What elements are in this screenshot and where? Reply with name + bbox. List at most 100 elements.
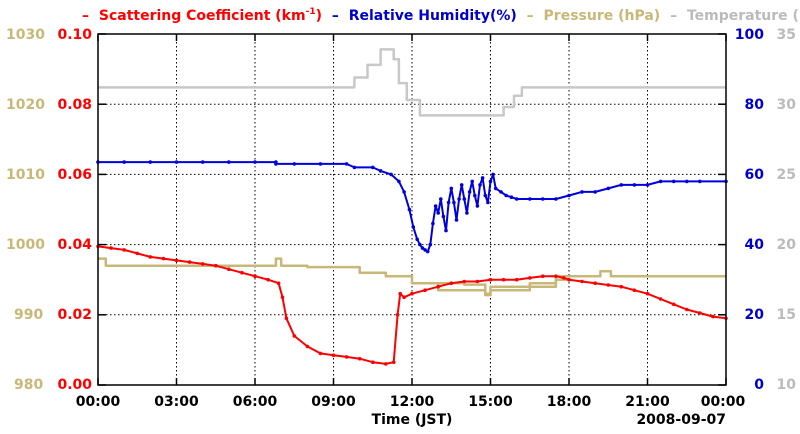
data-point-relative-humidity xyxy=(274,162,278,166)
data-point-relative-humidity xyxy=(645,183,650,187)
data-point-scattering-coefficient xyxy=(122,248,126,252)
temperature-tick-label: 15 xyxy=(777,307,796,323)
data-point-relative-humidity xyxy=(446,200,451,205)
data-point-relative-humidity xyxy=(200,160,205,164)
data-point-scattering-coefficient xyxy=(187,260,192,264)
data-point-relative-humidity xyxy=(444,228,448,233)
data-point-relative-humidity xyxy=(554,197,558,201)
series-layer xyxy=(96,48,728,366)
data-point-relative-humidity xyxy=(425,249,430,254)
data-point-relative-humidity xyxy=(318,162,323,166)
data-point-relative-humidity xyxy=(499,190,503,194)
series-line-pressure xyxy=(98,257,726,295)
legend: – Scattering Coefficient (km-1) – Relati… xyxy=(82,7,800,24)
data-point-scattering-coefficient xyxy=(371,360,375,365)
data-point-relative-humidity xyxy=(658,179,663,184)
temperature-tick-label: 35 xyxy=(777,27,796,43)
data-point-relative-humidity xyxy=(452,200,456,205)
data-point-scattering-coefficient xyxy=(514,277,519,282)
pressure-tick-label: 1030 xyxy=(6,27,45,43)
data-point-scattering-coefficient xyxy=(240,270,244,275)
temperature-axis: 35 30 25 20 15 10 xyxy=(777,27,797,393)
data-point-relative-humidity xyxy=(567,193,571,198)
data-point-relative-humidity xyxy=(470,179,475,184)
data-point-relative-humidity xyxy=(465,211,469,215)
pressure-tick-label: 980 xyxy=(14,377,43,393)
temperature-tick-label: 25 xyxy=(777,167,796,183)
temperature-tick-label: 10 xyxy=(777,377,797,393)
data-point-scattering-coefficient xyxy=(402,295,406,300)
data-point-relative-humidity xyxy=(352,165,357,170)
legend-humidity: Relative Humidity(%) xyxy=(349,8,517,24)
humidity-tick-label: 0 xyxy=(754,377,764,393)
data-point-relative-humidity xyxy=(344,162,349,166)
data-point-scattering-coefficient xyxy=(227,267,231,272)
data-point-relative-humidity xyxy=(433,204,438,208)
data-point-scattering-coefficient xyxy=(619,284,624,289)
data-point-relative-humidity xyxy=(148,160,153,164)
data-point-relative-humidity xyxy=(436,211,441,215)
data-point-relative-humidity xyxy=(671,179,676,184)
data-point-relative-humidity xyxy=(378,169,383,173)
data-point-scattering-coefficient xyxy=(658,297,663,301)
pressure-tick-label: 990 xyxy=(14,307,43,323)
data-point-relative-humidity xyxy=(483,193,488,198)
data-point-relative-humidity xyxy=(698,179,702,184)
data-point-relative-humidity xyxy=(397,179,401,184)
data-point-scattering-coefficient xyxy=(645,291,650,296)
data-point-relative-humidity xyxy=(580,190,584,194)
scattering-tick-label: 0.02 xyxy=(57,307,92,323)
x-tick-label: 21:00 xyxy=(625,394,670,410)
x-tick-label: 03:00 xyxy=(154,394,199,410)
data-point-scattering-coefficient xyxy=(253,274,257,279)
data-point-relative-humidity xyxy=(462,197,467,201)
data-point-relative-humidity xyxy=(457,197,461,201)
scattering-tick-label: 0.08 xyxy=(57,97,92,113)
legend-temperature: Temperature ( xyxy=(687,8,799,24)
data-point-relative-humidity xyxy=(441,214,446,219)
legend-scattering-sup: -1 xyxy=(306,7,316,17)
data-point-scattering-coefficient xyxy=(632,288,637,293)
x-tick-label: 18:00 xyxy=(547,394,592,410)
data-point-relative-humidity xyxy=(227,160,231,164)
data-point-scattering-coefficient xyxy=(148,255,153,259)
pressure-axis: 1030 1020 1010 1000 990 980 xyxy=(6,27,45,393)
x-tick-label: 00:00 xyxy=(701,394,746,410)
data-point-relative-humidity xyxy=(541,197,545,201)
data-point-relative-humidity xyxy=(253,160,257,164)
humidity-tick-label: 60 xyxy=(745,167,765,183)
x-tick-label: 12:00 xyxy=(390,394,435,410)
x-axis: 00:00 03:00 06:00 09:00 12:00 15:00 18:0… xyxy=(76,394,746,410)
data-point-scattering-coefficient xyxy=(214,263,218,268)
data-point-scattering-coefficient xyxy=(318,351,323,356)
scattering-axis: 0.10 0.08 0.06 0.04 0.02 0.00 xyxy=(57,27,92,393)
date-label: 2008-09-07 xyxy=(636,412,726,428)
legend-temperature-dash: – xyxy=(670,8,677,24)
data-point-scattering-coefficient xyxy=(488,277,493,282)
tick-marks xyxy=(97,33,727,386)
data-point-relative-humidity xyxy=(528,197,532,201)
scattering-tick-label: 0.00 xyxy=(57,377,92,393)
pressure-tick-label: 1010 xyxy=(6,167,45,183)
data-point-relative-humidity xyxy=(459,183,464,187)
data-point-relative-humidity xyxy=(475,204,480,208)
data-point-scattering-coefficient xyxy=(410,291,414,296)
data-point-relative-humidity xyxy=(480,176,485,180)
data-point-relative-humidity xyxy=(454,218,459,222)
x-axis-title: Time (JST) xyxy=(372,412,453,428)
data-point-scattering-coefficient xyxy=(711,314,715,319)
legend-humidity-dash: – xyxy=(332,8,339,24)
scattering-tick-label: 0.04 xyxy=(57,237,92,253)
data-point-relative-humidity xyxy=(423,248,427,252)
pressure-tick-label: 1020 xyxy=(6,97,45,113)
x-tick-label: 00:00 xyxy=(76,394,121,410)
data-point-scattering-coefficient xyxy=(501,277,506,282)
data-point-relative-humidity xyxy=(449,186,454,191)
data-point-relative-humidity xyxy=(493,186,498,191)
data-point-scattering-coefficient xyxy=(331,353,336,358)
data-point-scattering-coefficient xyxy=(554,274,558,279)
data-point-relative-humidity xyxy=(509,195,514,199)
humidity-tick-label: 20 xyxy=(745,307,765,323)
data-point-scattering-coefficient xyxy=(266,277,270,282)
x-tick-label: 15:00 xyxy=(468,394,513,410)
